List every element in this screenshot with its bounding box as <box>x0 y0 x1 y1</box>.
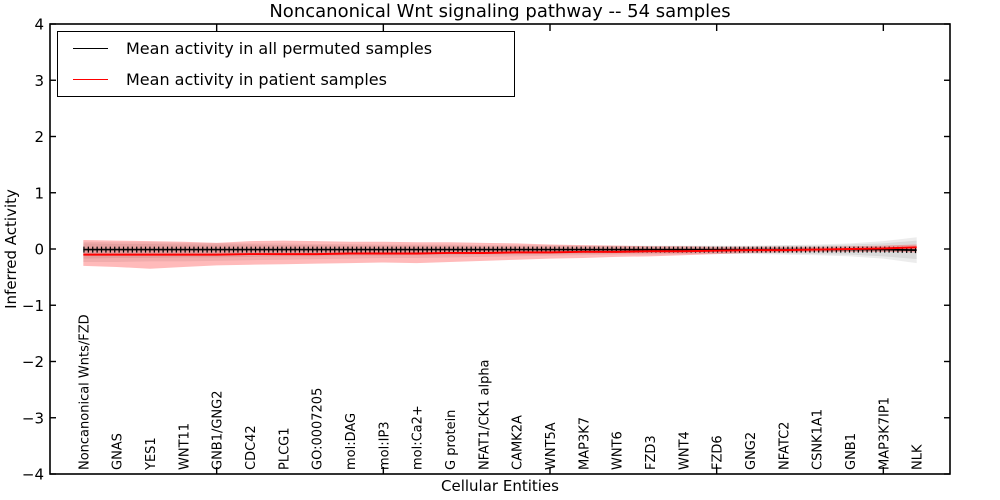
patient-line-swatch-icon <box>73 78 108 80</box>
legend: Mean activity in all permuted samples Me… <box>57 31 515 97</box>
y-axis-label: Inferred Activity <box>2 189 20 309</box>
y-tick-label: −4 <box>22 466 44 484</box>
x-axis-label: Cellular Entities <box>441 477 559 495</box>
y-tick-label: −1 <box>22 297 44 315</box>
x-category-label: YES1 <box>144 437 159 471</box>
patient-mean-line <box>83 246 917 256</box>
x-category-label: MAP3K7 <box>577 417 592 470</box>
x-category-label: FZD3 <box>644 435 659 470</box>
x-category-label: GNB1/GNG2 <box>211 390 226 470</box>
legend-label-permuted: Mean activity in all permuted samples <box>126 39 433 59</box>
x-category-label: WNT6 <box>611 431 626 470</box>
x-category-label: GO:0007205 <box>311 388 326 470</box>
x-category-label: WNT11 <box>177 423 192 470</box>
chart-title: Noncanonical Wnt signaling pathway -- 54… <box>269 1 731 22</box>
y-tick-label: 4 <box>34 16 44 34</box>
x-category-label: mol:Ca2+ <box>411 405 426 470</box>
x-category-label: NLK <box>911 444 926 470</box>
y-tick-label: 3 <box>34 72 44 90</box>
y-tick-label: −2 <box>22 353 44 371</box>
x-category-label: GNB1 <box>844 433 859 470</box>
y-tick-label: 1 <box>34 184 44 202</box>
x-category-label: WNT5A <box>544 422 559 470</box>
y-tick-label: 2 <box>34 128 44 146</box>
x-category-label: mol:IP3 <box>377 421 392 470</box>
legend-label-patient: Mean activity in patient samples <box>126 69 387 89</box>
x-category-label: G protein <box>444 410 459 470</box>
permuted-line-swatch-icon <box>73 48 108 50</box>
x-category-label: NFATC2 <box>777 422 792 470</box>
y-tick-label: −3 <box>22 409 44 427</box>
x-category-label: Noncanonical Wnts/FZD <box>77 314 92 470</box>
x-category-label: GNG2 <box>744 432 759 470</box>
x-category-label: MAP3K7IP1 <box>877 397 892 470</box>
x-category-label: CDC42 <box>244 425 259 470</box>
x-category-label: CAMK2A <box>511 415 526 470</box>
x-category-label: FZD6 <box>711 435 726 470</box>
legend-item-patient: Mean activity in patient samples <box>58 65 514 93</box>
x-category-label: PLCG1 <box>277 427 292 470</box>
x-category-label: mol:DAG <box>344 413 359 470</box>
x-category-label: CSNK1A1 <box>811 409 826 470</box>
legend-item-permuted: Mean activity in all permuted samples <box>58 35 514 63</box>
x-category-label: WNT4 <box>677 431 692 470</box>
x-category-label: NFAT1/CK1 alpha <box>477 359 492 470</box>
x-category-label: GNAS <box>111 433 126 470</box>
y-tick-label: 0 <box>34 241 44 259</box>
